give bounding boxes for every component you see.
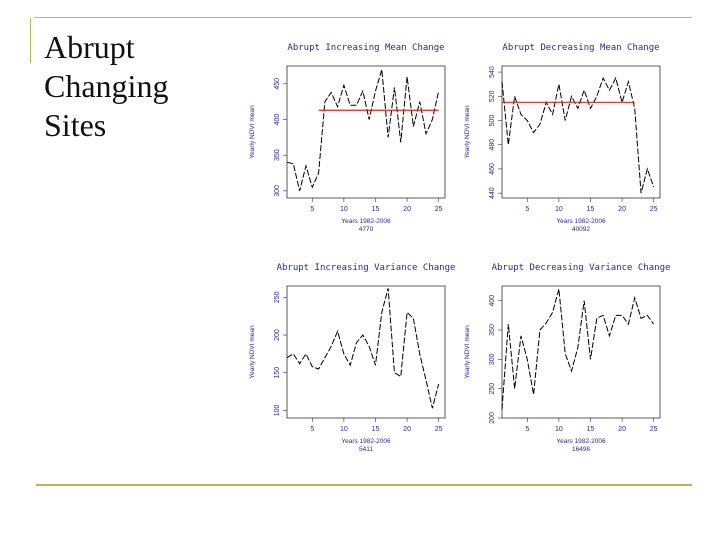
slide-title-line-2: Changing bbox=[44, 68, 169, 104]
x-tick-label: 15 bbox=[587, 426, 595, 433]
y-axis-label: Yearly NDVI mean bbox=[464, 325, 471, 379]
slide-title: Abrupt Changing Sites bbox=[44, 28, 234, 145]
x-axis-label: Years 1982-2006 bbox=[556, 218, 606, 225]
accent-top-rule bbox=[34, 17, 692, 18]
slide-title-line-3: Sites bbox=[44, 107, 107, 143]
x-tick-label: 10 bbox=[555, 206, 563, 213]
series-line bbox=[286, 69, 440, 191]
accent-bottom-rule bbox=[36, 484, 692, 486]
series-line bbox=[501, 288, 655, 410]
x-tick-label: 5 bbox=[310, 206, 314, 213]
x-tick-label: 25 bbox=[650, 426, 658, 433]
x-tick-label: 5 bbox=[525, 426, 529, 433]
x-axis-sublabel: 4770 bbox=[359, 226, 374, 233]
y-tick-label: 520 bbox=[489, 90, 496, 102]
y-tick-label: 250 bbox=[274, 291, 281, 303]
series-line bbox=[286, 288, 440, 409]
x-axis-sublabel: 40092 bbox=[572, 226, 590, 233]
y-tick-label: 250 bbox=[489, 383, 496, 395]
y-axis-label: Yearly NDVI mean bbox=[249, 325, 256, 379]
chart-title: Abrupt Increasing Variance Change bbox=[277, 263, 456, 273]
plot-frame bbox=[286, 65, 446, 199]
slide-title-line-1: Abrupt bbox=[44, 29, 135, 65]
x-tick-label: 10 bbox=[555, 426, 563, 433]
plot-frame bbox=[501, 65, 661, 199]
x-tick-label: 15 bbox=[587, 206, 595, 213]
chart-increasing-variance: Abrupt Increasing Variance Change 5 10 15 20… bbox=[249, 263, 456, 453]
y-tick-label: 540 bbox=[489, 66, 496, 78]
x-tick-label: 15 bbox=[372, 206, 380, 213]
x-tick-label: 25 bbox=[650, 206, 658, 213]
y-tick-label: 300 bbox=[274, 185, 281, 197]
x-tick-label: 25 bbox=[435, 426, 443, 433]
chart-title: Abrupt Decreasing Variance Change bbox=[492, 263, 671, 273]
x-tick-label: 10 bbox=[340, 206, 348, 213]
chart-title: Abrupt Increasing Mean Change bbox=[287, 43, 444, 53]
y-tick-label: 450 bbox=[274, 78, 281, 90]
x-tick-label: 20 bbox=[403, 426, 411, 433]
x-axis-label: Years 1982-2006 bbox=[341, 218, 391, 225]
chart-decreasing-mean: Abrupt Decreasing Mean Change 5 10 15 20 25 44… bbox=[464, 43, 661, 233]
x-tick-label: 20 bbox=[618, 426, 626, 433]
x-axis-label: Years 1982-2006 bbox=[341, 438, 391, 445]
x-tick-label: 15 bbox=[372, 426, 380, 433]
y-tick-label: 300 bbox=[489, 353, 496, 365]
plot-frame bbox=[501, 285, 661, 419]
y-tick-label: 400 bbox=[489, 295, 496, 307]
x-tick-label: 5 bbox=[525, 206, 529, 213]
y-tick-label: 200 bbox=[489, 412, 496, 424]
series-line bbox=[501, 76, 655, 194]
y-tick-label: 150 bbox=[274, 367, 281, 379]
y-tick-label: 350 bbox=[489, 324, 496, 336]
x-axis-label: Years 1982-2006 bbox=[556, 438, 606, 445]
x-tick-label: 20 bbox=[618, 206, 626, 213]
y-tick-label: 350 bbox=[274, 149, 281, 161]
chart-title: Abrupt Decreasing Mean Change bbox=[502, 43, 659, 53]
y-axis-label: Yearly NDVI mean bbox=[464, 105, 471, 159]
y-axis-label: Yearly NDVI mean bbox=[249, 105, 256, 159]
x-tick-label: 25 bbox=[435, 206, 443, 213]
y-tick-label: 100 bbox=[274, 405, 281, 417]
x-tick-label: 10 bbox=[340, 426, 348, 433]
y-tick-label: 480 bbox=[489, 139, 496, 151]
x-axis-sublabel: 5411 bbox=[359, 446, 373, 453]
y-tick-label: 460 bbox=[489, 163, 496, 175]
y-tick-label: 400 bbox=[274, 114, 281, 126]
y-tick-label: 440 bbox=[489, 187, 496, 199]
x-tick-label: 20 bbox=[403, 206, 411, 213]
accent-vertical-rule bbox=[30, 18, 31, 63]
y-tick-label: 200 bbox=[274, 329, 281, 341]
y-tick-label: 500 bbox=[489, 115, 496, 127]
chart-decreasing-variance: Abrupt Decreasing Variance Change 5 10 15 20… bbox=[464, 263, 671, 453]
plot-frame bbox=[286, 285, 446, 419]
x-tick-label: 5 bbox=[310, 426, 314, 433]
x-axis-sublabel: 16498 bbox=[572, 446, 590, 453]
chart-increasing-mean: Abrupt Increasing Mean Change 5 10 15 20 25 30… bbox=[249, 43, 446, 233]
